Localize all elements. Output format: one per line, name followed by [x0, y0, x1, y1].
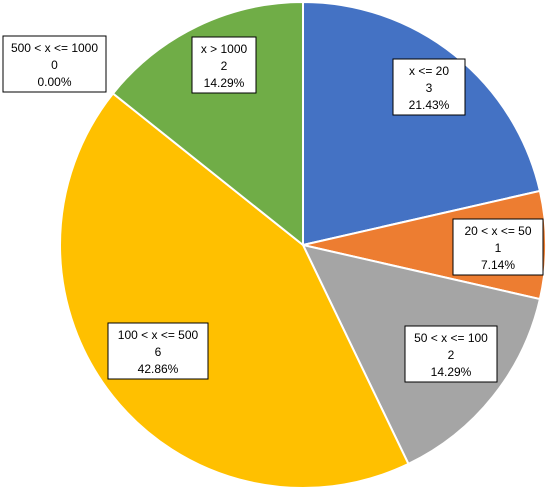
data-label-count: 2	[221, 59, 228, 73]
data-label-count: 0	[51, 58, 58, 72]
data-label-category: 500 < x <= 1000	[11, 41, 98, 55]
data-label-category: x > 1000	[201, 42, 248, 56]
pie-data-labels: x <= 20 3 21.43% 20 < x <= 50 1 7.14% 50 < x <…	[2, 35, 544, 383]
data-label-box	[191, 36, 257, 94]
data-label-count: 6	[155, 345, 162, 359]
data-label-box	[107, 322, 209, 380]
data-label-percent: 14.29%	[431, 365, 472, 379]
data-label-box	[392, 58, 466, 116]
data-label-percent: 42.86%	[138, 362, 179, 376]
data-label: 100 < x <= 500 6 42.86%	[107, 322, 209, 380]
data-label-box	[404, 325, 498, 383]
data-label-box	[2, 35, 107, 93]
data-label-count: 1	[495, 241, 502, 255]
data-label-category: 50 < x <= 100	[414, 331, 488, 345]
data-label: 20 < x <= 50 1 7.14%	[452, 218, 544, 276]
data-label-percent: 14.29%	[204, 76, 245, 90]
data-label-category: 100 < x <= 500	[118, 328, 199, 342]
data-label: x <= 20 3 21.43%	[392, 58, 466, 116]
data-label-percent: 21.43%	[409, 98, 450, 112]
data-label-count: 2	[448, 348, 455, 362]
data-label-category: x <= 20	[409, 64, 449, 78]
data-label-percent: 0.00%	[37, 75, 71, 89]
data-label: x > 1000 2 14.29%	[191, 36, 257, 94]
data-label-box	[452, 218, 544, 276]
pie-slice	[302, 0, 542, 247]
data-label-percent: 7.14%	[481, 258, 515, 272]
data-label: 500 < x <= 1000 0 0.00%	[2, 35, 107, 93]
pie-slice	[59, 92, 410, 489]
data-label-category: 20 < x <= 50	[464, 224, 531, 238]
data-label-count: 3	[426, 81, 433, 95]
data-label: 50 < x <= 100 2 14.29%	[404, 325, 498, 383]
